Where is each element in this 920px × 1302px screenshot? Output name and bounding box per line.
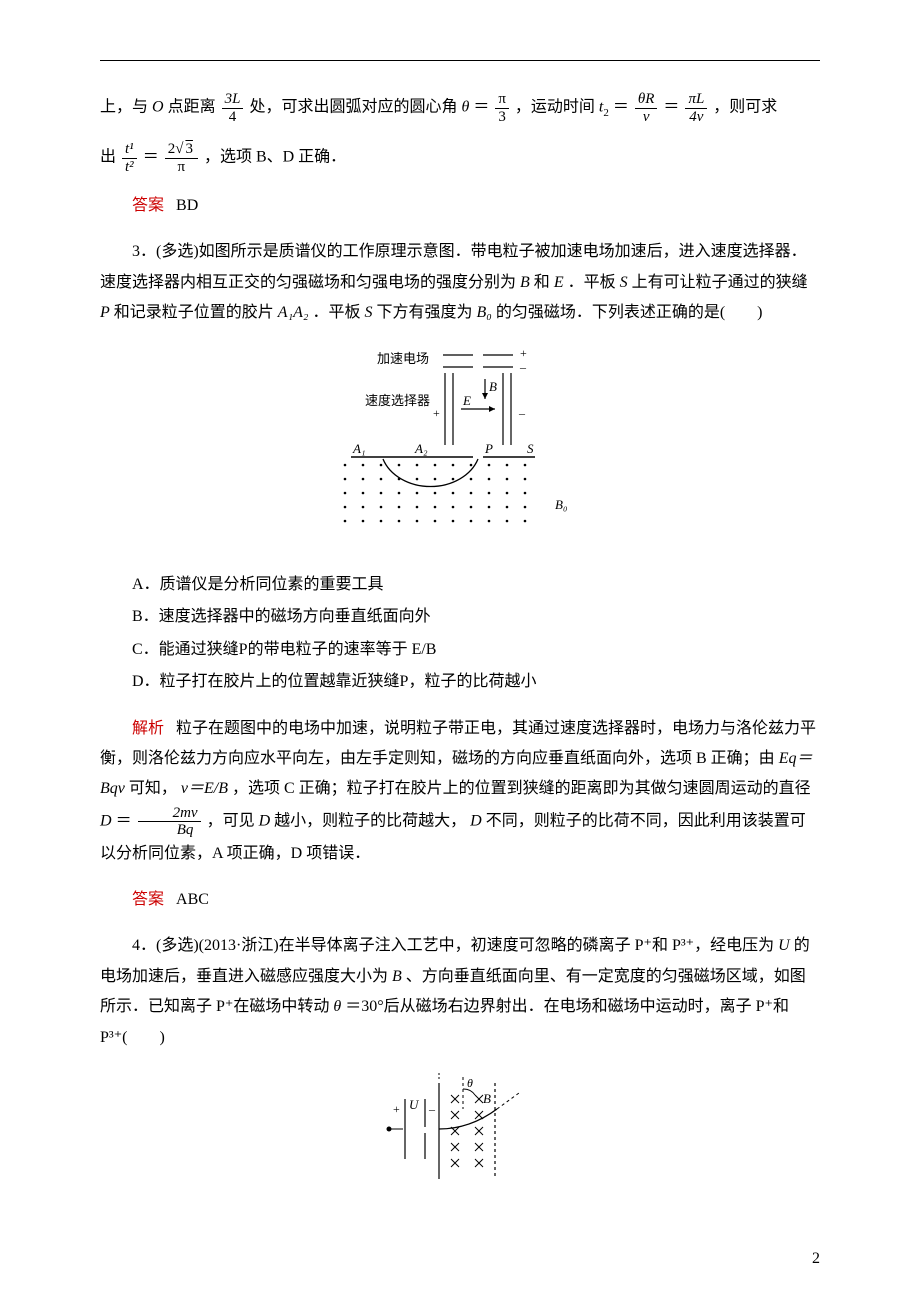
var-S2: S (364, 304, 372, 321)
ion-implant-diagram: + – U θ B (375, 1069, 545, 1189)
txt: ．平板 (568, 274, 616, 291)
var-U: U (778, 937, 790, 954)
label-U: U (409, 1097, 420, 1112)
plus-icon: + (433, 406, 440, 420)
mass-spectrometer-diagram: + – 加速电场 E B 速度选择器 + – A₁ A₂ P S (335, 345, 585, 545)
answer-label: 答案 (132, 197, 164, 214)
top-divider (100, 60, 820, 61)
txt: 和记录粒子位置的胶片 (114, 304, 274, 321)
eq: ＝ (613, 99, 629, 116)
txt: 越小，则粒子的比荷越大， (274, 812, 466, 829)
figure-q4: + – U θ B (100, 1069, 820, 1200)
var-D3: D (470, 812, 482, 829)
frac-pi3: π 3 (495, 91, 509, 125)
q3-answer: 答案 ABC (100, 885, 820, 915)
prev-answer: 答案 BD (100, 191, 820, 221)
frac-t1t2: t¹ t² (122, 141, 137, 175)
answer-label: 答案 (132, 891, 164, 908)
txt: 4．(多选)(2013·浙江)在半导体离子注入工艺中，初速度可忽略的磷离子 P⁺… (132, 937, 774, 954)
q3-optB: B．速度选择器中的磁场方向垂直纸面向外 (132, 602, 820, 632)
txt: ，选项 B、D 正确． (204, 149, 346, 166)
txt: ，则可求 (713, 99, 777, 116)
txt: 可知， (129, 780, 177, 797)
var-S: S (620, 274, 628, 291)
frac-2root3pi: 2√3 π (165, 141, 198, 175)
answer-value: ABC (176, 891, 209, 908)
label-accel: 加速电场 (377, 351, 429, 366)
plus-icon: + (520, 346, 527, 360)
txt: ，可见 (207, 812, 255, 829)
page-number: 2 (812, 1244, 820, 1274)
minus-icon: – (518, 406, 526, 420)
analysis-label: 解析 (132, 720, 164, 737)
label-A2: A₂ (414, 441, 428, 456)
txt: 和 (534, 274, 550, 291)
txt: 处，可求出圆弧对应的圆心角 (249, 99, 461, 116)
label-P: P (484, 441, 493, 456)
var-D: D (100, 812, 112, 829)
frac-piL4v: πL 4v (685, 91, 707, 125)
txt: 点距离 (168, 99, 216, 116)
label-selector: 速度选择器 (365, 393, 430, 408)
frac-3L4: 3L 4 (222, 91, 244, 125)
label-B0: B₀ (555, 497, 567, 512)
var-A1A2: A₁A₂ (278, 304, 309, 321)
var-E: E (554, 274, 564, 291)
label-theta: θ (467, 1076, 473, 1090)
var-B: B (520, 274, 530, 291)
q3-optA: A．质谱仪是分析同位素的重要工具 (132, 570, 820, 600)
frac-thetaRv: θR v (635, 91, 658, 125)
frac-2mvBq: 2mv Bq (138, 805, 201, 839)
txt: 的匀强磁场．下列表述正确的是( ) (496, 304, 763, 321)
label-B: B (483, 1091, 491, 1106)
q3-optD: D．粒子打在胶片上的位置越靠近狭缝P，粒子的比荷越小 (132, 667, 820, 697)
minus-icon: – (428, 1102, 436, 1116)
eq: ＝ (473, 99, 489, 116)
txt: 粒子在题图中的电场中加速，说明粒子带正电，其通过速度选择器时，电场力与洛伦兹力平… (100, 720, 816, 767)
eq: ＝ (143, 149, 159, 166)
var-theta: θ (461, 99, 469, 116)
eq-vEB: v＝E/B (181, 780, 228, 797)
var-B: B (392, 968, 402, 985)
label-S: S (527, 441, 534, 456)
txt: 上，与 (100, 99, 148, 116)
var-theta: θ (333, 998, 341, 1015)
eq: ＝ (663, 99, 679, 116)
var-B0: B₀ (477, 304, 492, 321)
prev-line-2: 出 t¹ t² ＝ 2√3 π ，选项 B、D 正确． (100, 141, 820, 175)
answer-value: BD (176, 197, 198, 214)
txt: ，选项 C 正确；粒子打在胶片上的位置到狭缝的距离即为其做匀速圆周运动的直径 (232, 780, 811, 797)
txt: 上有可让粒子通过的狭缝 (632, 274, 808, 291)
var-P: P (100, 304, 110, 321)
var-D2: D (259, 812, 271, 829)
q4-stem: 4．(多选)(2013·浙江)在半导体离子注入工艺中，初速度可忽略的磷离子 P⁺… (100, 931, 820, 1053)
minus-icon: – (519, 360, 527, 374)
figure-q3: + – 加速电场 E B 速度选择器 + – A₁ A₂ P S (100, 345, 820, 556)
var-O: O (152, 99, 164, 116)
txt: 出 (100, 149, 116, 166)
label-E: E (462, 393, 471, 408)
label-B: B (489, 379, 497, 394)
q3-stem: 3．(多选)如图所示是质谱仪的工作原理示意图．带电粒子被加速电场加速后，进入速度… (100, 237, 820, 328)
txt: ．平板 (312, 304, 360, 321)
page: 上，与 O 点距离 3L 4 处，可求出圆弧对应的圆心角 θ ＝ π 3 ，运动… (0, 0, 920, 1302)
plus-icon: + (393, 1102, 400, 1116)
label-A1: A₁ (352, 441, 365, 456)
prev-line-1: 上，与 O 点距离 3L 4 处，可求出圆弧对应的圆心角 θ ＝ π 3 ，运动… (100, 91, 820, 125)
q3-optC: C．能通过狭缝P的带电粒子的速率等于 E/B (132, 635, 820, 665)
txt: 下方有强度为 (376, 304, 472, 321)
q3-analysis: 解析 粒子在题图中的电场中加速，说明粒子带正电，其通过速度选择器时，电场力与洛伦… (100, 714, 820, 870)
txt: ，运动时间 (515, 99, 599, 116)
eq: ＝ (116, 812, 132, 829)
